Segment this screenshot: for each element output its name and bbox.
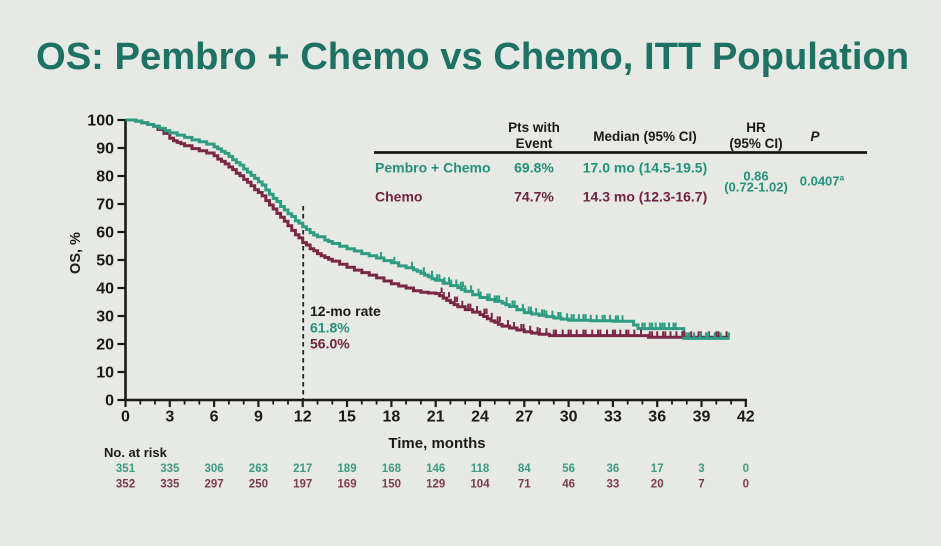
svg-text:0.0407a: 0.0407a <box>800 173 845 189</box>
svg-text:36: 36 <box>607 463 620 475</box>
svg-text:(95% CI): (95% CI) <box>729 136 782 151</box>
svg-text:129: 129 <box>426 479 445 491</box>
svg-text:306: 306 <box>205 463 224 475</box>
svg-text:61.8%: 61.8% <box>310 320 350 336</box>
svg-text:17: 17 <box>651 463 664 475</box>
svg-text:70: 70 <box>96 197 114 214</box>
svg-text:56.0%: 56.0% <box>310 336 350 352</box>
svg-text:74.7%: 74.7% <box>514 189 554 205</box>
svg-text:12-mo rate: 12-mo rate <box>310 303 381 319</box>
svg-text:39: 39 <box>693 409 711 426</box>
svg-text:263: 263 <box>249 463 268 475</box>
svg-text:Pembro + Chemo: Pembro + Chemo <box>375 160 491 176</box>
svg-text:P: P <box>810 129 820 144</box>
svg-text:24: 24 <box>471 409 489 426</box>
svg-text:118: 118 <box>471 463 490 475</box>
svg-text:40: 40 <box>96 281 114 298</box>
svg-text:250: 250 <box>249 479 268 491</box>
svg-text:33: 33 <box>607 479 620 491</box>
svg-text:15: 15 <box>338 409 356 426</box>
svg-text:90: 90 <box>96 141 114 158</box>
svg-text:7: 7 <box>698 479 704 491</box>
svg-text:169: 169 <box>337 479 356 491</box>
svg-text:60: 60 <box>96 225 114 242</box>
svg-text:17.0 mo (14.5-19.5): 17.0 mo (14.5-19.5) <box>583 160 708 176</box>
svg-text:3: 3 <box>698 463 704 475</box>
svg-text:197: 197 <box>293 479 312 491</box>
svg-text:352: 352 <box>116 479 135 491</box>
svg-text:20: 20 <box>651 479 664 491</box>
svg-text:OS, %: OS, % <box>68 232 84 274</box>
svg-text:69.8%: 69.8% <box>514 160 554 176</box>
svg-text:Event: Event <box>516 136 553 151</box>
svg-text:Pts with: Pts with <box>508 120 560 135</box>
svg-text:56: 56 <box>562 463 575 475</box>
svg-text:71: 71 <box>518 479 531 491</box>
svg-text:6: 6 <box>210 409 219 426</box>
svg-text:HR: HR <box>746 120 766 135</box>
svg-text:20: 20 <box>96 337 114 354</box>
svg-text:0: 0 <box>743 463 749 475</box>
svg-text:27: 27 <box>515 409 533 426</box>
svg-text:30: 30 <box>96 309 114 326</box>
svg-text:14.3 mo (12.3-16.7): 14.3 mo (12.3-16.7) <box>583 189 708 205</box>
svg-text:42: 42 <box>737 409 755 426</box>
svg-text:No. at risk: No. at risk <box>104 445 168 460</box>
svg-text:100: 100 <box>87 113 114 130</box>
svg-text:10: 10 <box>96 365 114 382</box>
svg-text:Time, months: Time, months <box>388 435 485 452</box>
svg-text:297: 297 <box>205 479 224 491</box>
svg-text:12: 12 <box>294 409 312 426</box>
svg-text:0: 0 <box>743 479 749 491</box>
svg-text:Chemo: Chemo <box>375 189 422 205</box>
svg-text:217: 217 <box>293 463 312 475</box>
svg-text:50: 50 <box>96 253 114 270</box>
svg-text:335: 335 <box>160 479 180 491</box>
svg-text:3: 3 <box>165 409 174 426</box>
svg-text:18: 18 <box>383 409 401 426</box>
svg-text:189: 189 <box>337 463 356 475</box>
svg-text:0.86: 0.86 <box>743 169 768 184</box>
svg-text:(0.72-1.02): (0.72-1.02) <box>724 180 788 195</box>
svg-text:104: 104 <box>470 479 490 491</box>
svg-text:168: 168 <box>382 463 402 475</box>
svg-text:351: 351 <box>116 463 136 475</box>
svg-text:46: 46 <box>562 479 575 491</box>
svg-text:0: 0 <box>105 393 114 410</box>
svg-text:36: 36 <box>648 409 666 426</box>
svg-text:80: 80 <box>96 169 114 186</box>
svg-text:335: 335 <box>160 463 180 475</box>
svg-text:0: 0 <box>121 409 130 426</box>
svg-text:33: 33 <box>604 409 622 426</box>
svg-text:21: 21 <box>427 409 445 426</box>
svg-text:Median (95% CI): Median (95% CI) <box>593 129 697 144</box>
svg-text:9: 9 <box>254 409 263 426</box>
svg-text:30: 30 <box>560 409 578 426</box>
svg-text:146: 146 <box>426 463 445 475</box>
svg-text:84: 84 <box>518 463 531 475</box>
svg-text:150: 150 <box>382 479 401 491</box>
